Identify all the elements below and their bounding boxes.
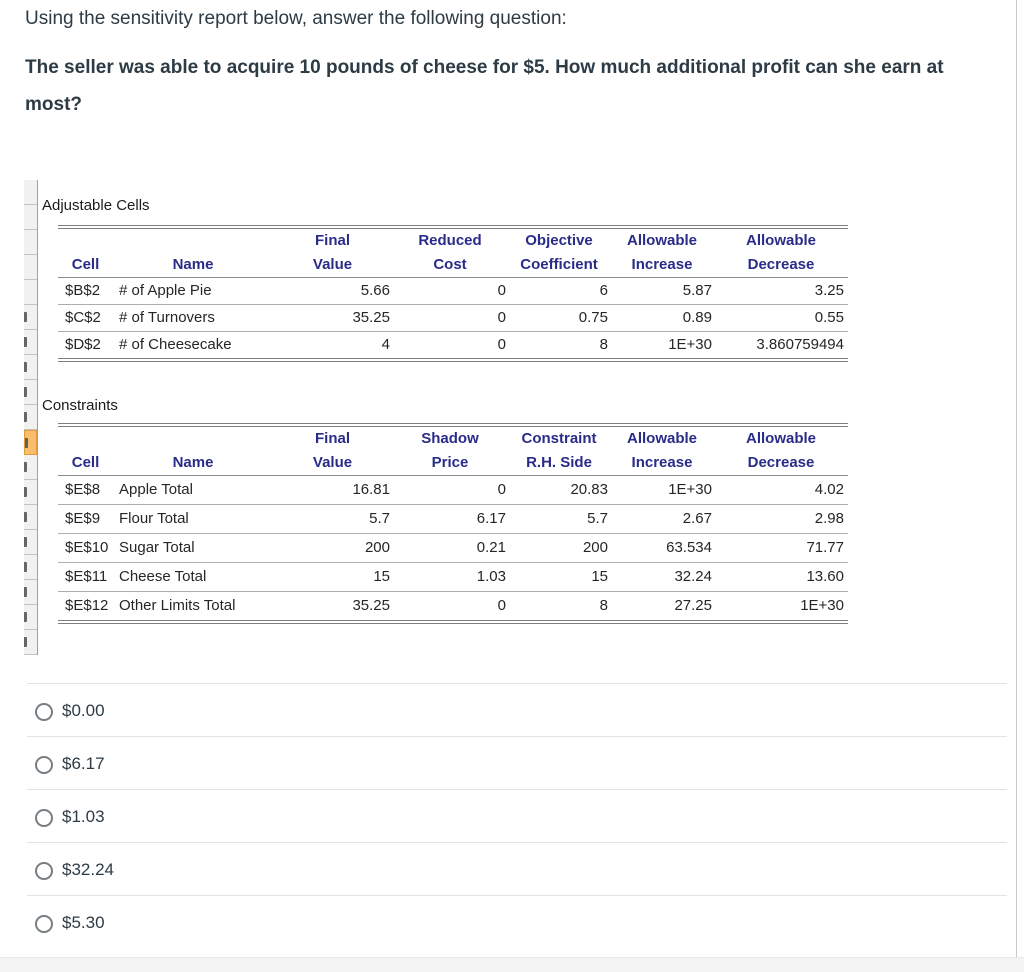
col-header: Final — [314, 232, 350, 249]
gutter-cell — [24, 480, 37, 505]
constraints-title: Constraints — [42, 397, 118, 414]
col-header: Decrease — [747, 454, 815, 471]
col-header: Shadow — [421, 430, 479, 447]
col-header: Name — [172, 256, 214, 273]
gutter-cell — [24, 555, 37, 580]
gutter-cell — [24, 355, 37, 380]
adjustable-header-row-2: Cell Name Value Cost Coefficient Increas… — [58, 253, 848, 277]
col-header: Allowable — [745, 232, 816, 249]
col-header: Increase — [631, 454, 693, 471]
col-header: Objective — [525, 232, 593, 249]
sensitivity-report-image: Adjustable Cells Final Reduced Objective… — [24, 180, 856, 656]
panel-right-border — [1016, 0, 1017, 957]
table-row: $E$10 Sugar Total 200 0.21 200 63.534 71… — [65, 539, 844, 556]
gutter-cell — [24, 605, 37, 630]
gutter-cell — [24, 455, 37, 480]
gutter-cell — [24, 180, 37, 205]
gutter-cell — [24, 405, 37, 430]
gutter-cell — [24, 380, 37, 405]
col-header: Constraint — [521, 430, 597, 447]
table-row: $E$11 Cheese Total 15 1.03 15 32.24 13.6… — [65, 568, 844, 585]
radio-button-icon[interactable] — [35, 915, 53, 933]
col-header: Name — [172, 454, 214, 471]
table-border-line — [58, 423, 848, 427]
radio-button-icon[interactable] — [35, 756, 53, 774]
col-header: Final — [314, 430, 350, 447]
question-body: The seller was able to acquire 10 pounds… — [25, 57, 944, 115]
gutter-cell — [24, 255, 37, 280]
col-header: Reduced — [418, 232, 482, 249]
col-header: Value — [312, 256, 353, 273]
question-intro: Using the sensitivity report below, answ… — [25, 8, 567, 29]
table-border-line — [58, 277, 848, 278]
gutter-cell — [24, 305, 37, 330]
table-border-line — [58, 533, 848, 534]
table-border-line — [58, 475, 848, 476]
table-row: $E$9 Flour Total 5.7 6.17 5.7 2.67 2.98 — [65, 510, 844, 527]
constraints-header-row-2: Cell Name Value Price R.H. Side Increase… — [58, 451, 848, 475]
col-header: Cell — [71, 256, 100, 273]
table-row: $D$2 # of Cheesecake 4 0 8 1E+30 3.86075… — [65, 336, 844, 353]
gutter-cell — [24, 630, 37, 655]
col-header: Value — [312, 454, 353, 471]
answer-option-2[interactable]: $6.17 — [27, 736, 1007, 789]
table-border-line — [58, 504, 848, 505]
gutter-cell — [24, 530, 37, 555]
table-row: $E$8 Apple Total 16.81 0 20.83 1E+30 4.0… — [65, 481, 844, 498]
col-header: Decrease — [747, 256, 815, 273]
answer-option-label: $0.00 — [62, 701, 105, 720]
gutter-cell — [24, 580, 37, 605]
table-border-line — [58, 225, 848, 229]
panel-bottom-divider — [0, 957, 1024, 972]
gutter-cell — [24, 230, 37, 255]
radio-button-icon[interactable] — [35, 703, 53, 721]
col-header: Price — [431, 454, 469, 471]
gutter-cell — [24, 505, 37, 530]
col-header: Coefficient — [520, 256, 598, 273]
col-header: Allowable — [626, 232, 697, 249]
col-header: Increase — [631, 256, 693, 273]
table-row: $C$2 # of Turnovers 35.25 0 0.75 0.89 0.… — [65, 309, 844, 326]
adjustable-cells-title: Adjustable Cells — [42, 197, 150, 214]
col-header: Allowable — [626, 430, 697, 447]
constraints-header-row-1: Final Shadow Constraint Allowable Allowa… — [58, 427, 848, 451]
answer-option-label: $5.30 — [62, 913, 105, 932]
constraints-table: Constraints Final Shadow Constraint Allo… — [42, 394, 848, 624]
radio-button-icon[interactable] — [35, 809, 53, 827]
answer-option-label: $32.24 — [62, 860, 114, 879]
col-header: R.H. Side — [526, 454, 592, 471]
answer-option-4[interactable]: $32.24 — [27, 842, 1007, 895]
gutter-cell — [24, 330, 37, 355]
gutter-cell — [24, 205, 37, 230]
gutter-cell — [24, 280, 37, 305]
table-border-line — [58, 358, 848, 362]
answer-option-label: $6.17 — [62, 754, 105, 773]
table-row: $B$2 # of Apple Pie 5.66 0 6 5.87 3.25 — [65, 282, 844, 299]
radio-button-icon[interactable] — [35, 862, 53, 880]
table-border-line — [58, 620, 848, 624]
col-header: Allowable — [745, 430, 816, 447]
col-header: Cost — [433, 256, 467, 273]
table-border-line — [58, 591, 848, 592]
col-header: Cell — [71, 454, 100, 471]
answer-option-1[interactable]: $0.00 — [27, 683, 1007, 736]
table-border-line — [58, 562, 848, 563]
gutter-selected-cell — [24, 430, 37, 455]
answer-option-label: $1.03 — [62, 807, 105, 826]
adjustable-header-row-1: Final Reduced Objective Allowable Allowa… — [58, 229, 848, 253]
excel-row-gutter — [24, 180, 38, 655]
adjustable-cells-table: Adjustable Cells Final Reduced Objective… — [42, 194, 848, 362]
table-row: $E$12 Other Limits Total 35.25 0 8 27.25… — [65, 597, 844, 614]
table-border-line — [58, 304, 848, 305]
table-border-line — [58, 331, 848, 332]
answer-option-3[interactable]: $1.03 — [27, 789, 1007, 842]
answer-option-5[interactable]: $5.30 — [27, 895, 1007, 948]
